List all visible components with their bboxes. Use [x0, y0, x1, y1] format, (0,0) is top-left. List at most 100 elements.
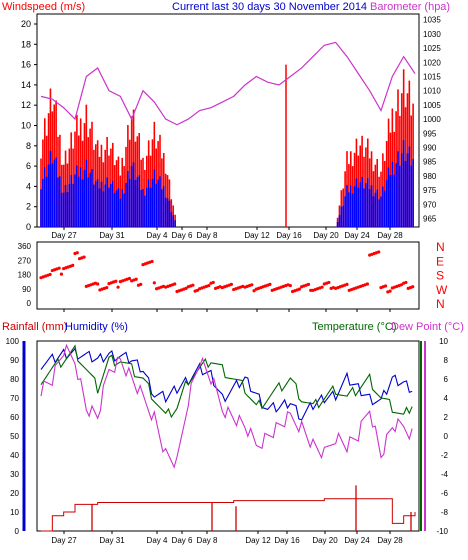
baro-y-tick: 1035: [423, 16, 441, 25]
direction-point: [48, 272, 52, 277]
direction-point: [288, 283, 292, 288]
direction-point: [250, 283, 254, 287]
direction-point: [134, 277, 138, 281]
temp-x-tick: Day 31: [99, 536, 125, 545]
direction-point: [105, 285, 109, 290]
chart-marks: 0246810121416182096597097598098599099510…: [6, 16, 449, 545]
direction-point: [297, 287, 301, 291]
baro-y-tick: 990: [423, 143, 437, 152]
direction-point: [139, 282, 143, 286]
compass-label: N: [436, 297, 445, 311]
direction-point: [71, 263, 75, 267]
direction-point: [96, 282, 100, 286]
temp-x-tick: Day 8: [197, 536, 218, 545]
wind-x-tick: Day 6: [172, 231, 193, 240]
barometer-label: Barometer (hpa): [370, 1, 450, 13]
humidity-label: Humidity (%): [65, 321, 128, 333]
temp-x-tick: Day 4: [147, 536, 168, 545]
temp-x-tick: Day 6: [172, 536, 193, 545]
temp-y-tick: 10: [439, 337, 448, 346]
direction-point: [345, 282, 349, 286]
baro-y-tick: 1015: [423, 72, 441, 81]
wind-y-tick: 2: [26, 202, 31, 212]
dir-y-tick: 270: [18, 256, 32, 265]
direction-point: [152, 281, 156, 285]
temp-y-tick: 2: [444, 413, 449, 422]
temp-y-tick: -10: [436, 527, 448, 536]
direction-point: [383, 284, 388, 288]
baro-y-tick: 1005: [423, 101, 441, 110]
temp-x-tick: Day 20: [312, 536, 338, 545]
baro-y-tick: 965: [423, 214, 437, 223]
direction-point: [229, 282, 233, 286]
wind-y-tick: 16: [21, 60, 31, 70]
wind-x-tick: Day 31: [99, 231, 125, 240]
direction-point: [399, 283, 403, 287]
direction-point: [75, 251, 79, 255]
direction-point: [377, 250, 381, 254]
temp-y-tick: 8: [444, 356, 449, 365]
compass-label: W: [436, 283, 448, 297]
wind-y-tick: 8: [26, 141, 31, 151]
hum-y-tick: 40: [10, 451, 19, 460]
hum-y-tick: 10: [10, 508, 19, 517]
temp-x-tick: Day 24: [344, 536, 370, 545]
direction-point: [114, 279, 118, 283]
wind-y-tick: 0: [26, 222, 31, 232]
temp-panel-frame: [36, 340, 420, 532]
wind-y-tick: 14: [21, 80, 31, 90]
compass-label: S: [436, 269, 444, 283]
baro-y-tick: 970: [423, 200, 437, 209]
baro-y-tick: 1010: [423, 87, 441, 96]
temp-x-tick: Day 27: [51, 536, 77, 545]
wind-x-tick: Day 27: [51, 231, 77, 240]
wind-y-tick: 6: [26, 161, 31, 171]
baro-y-tick: 1020: [423, 58, 441, 67]
direction-point: [59, 272, 64, 276]
hum-y-tick: 0: [15, 527, 20, 536]
wind-y-tick: 20: [21, 19, 31, 29]
wind-x-tick: Day 16: [276, 231, 302, 240]
wind-y-tick: 12: [21, 100, 31, 110]
compass-label: N: [436, 240, 445, 254]
direction-point: [388, 289, 392, 293]
direction-point: [82, 255, 86, 259]
direction-point: [306, 282, 311, 286]
direction-point: [268, 282, 272, 286]
baro-y-tick: 985: [423, 158, 437, 167]
direction-point: [173, 282, 177, 286]
direction-point: [150, 259, 154, 264]
rainfall-label: Rainfall (mm): [2, 321, 67, 333]
temp-y-tick: -4: [441, 470, 449, 479]
direction-panel-frame: [36, 241, 420, 310]
humidity-line: [40, 347, 413, 421]
wind-x-tick: Day 12: [244, 231, 270, 240]
direction-point: [320, 285, 324, 289]
wind-x-tick: Day 24: [344, 231, 370, 240]
direction-point: [57, 266, 61, 270]
direction-point: [211, 280, 215, 285]
hum-y-tick: 80: [10, 375, 19, 384]
hum-y-tick: 30: [10, 470, 19, 479]
baro-y-tick: 980: [423, 172, 437, 181]
direction-point: [327, 280, 331, 285]
wind-y-tick: 10: [21, 121, 31, 131]
temperature-line: [40, 344, 413, 419]
baro-y-tick: 975: [423, 186, 437, 195]
direction-point: [309, 288, 313, 292]
direction-point: [411, 285, 415, 289]
barometer-line: [40, 41, 416, 126]
baro-y-tick: 995: [423, 129, 437, 138]
direction-point: [127, 276, 131, 281]
chart-title: Current last 30 days 30 November 2014: [172, 1, 367, 13]
temp-y-tick: 0: [444, 432, 449, 441]
hum-y-tick: 90: [10, 356, 19, 365]
hum-y-tick: 60: [10, 413, 19, 422]
wind-x-tick: Day 8: [197, 231, 218, 240]
direction-point: [207, 283, 211, 288]
temperature-label: Temperature (°C): [312, 321, 396, 333]
rainfall-line: [41, 498, 416, 532]
wind-x-tick: Day 28: [377, 231, 403, 240]
direction-point: [191, 283, 195, 287]
